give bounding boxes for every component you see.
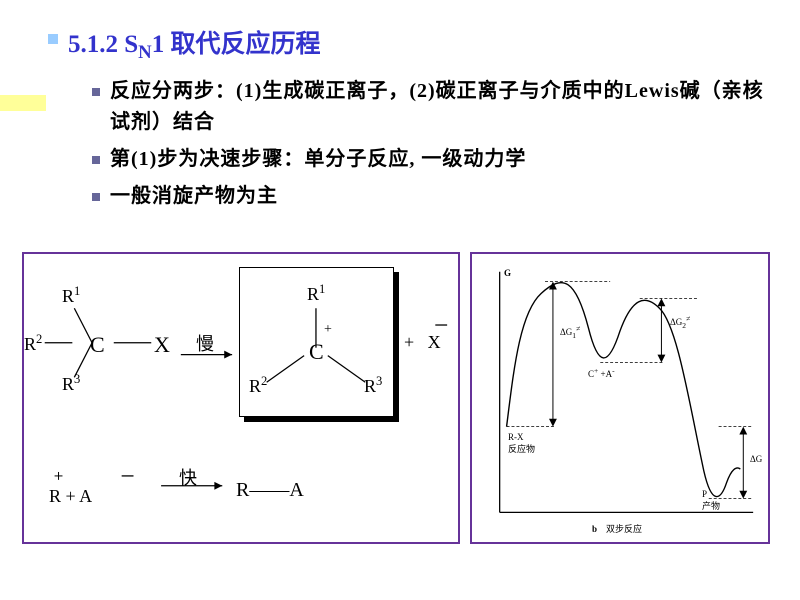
reactant-label: R-X反应物 <box>508 432 535 455</box>
x-axis-label: b 双步反应 <box>592 522 642 535</box>
bullet-text-3: 一般消旋产物为主 <box>110 181 278 212</box>
label-step2-right: R——A <box>236 479 304 502</box>
label-fast: 快 <box>179 464 197 490</box>
list-item: 反应分两步：(1)生成碳正离子，(2)碳正离子与介质中的Lewis碱（亲核试剂）… <box>92 76 768 138</box>
label-x1: X <box>154 332 170 358</box>
bullet-text-2: 第(1)步为决速步骤：单分子反应, 一级动力学 <box>110 144 526 175</box>
dg-label: ΔG <box>750 454 762 464</box>
slide-content: 5.1.2 SN1 取代反应历程 反应分两步：(1)生成碳正离子，(2)碳正离子… <box>0 0 800 234</box>
label-step2-left: R + A <box>49 486 92 507</box>
label-r3b: R3 <box>364 374 382 397</box>
title-prefix: 5.1.2 S <box>68 31 138 58</box>
label-plus-c: + <box>324 322 332 338</box>
bullet-text-1: 反应分两步：(1)生成碳正离子，(2)碳正离子与介质中的Lewis碱（亲核试剂）… <box>110 76 768 138</box>
label-c1: C <box>90 332 105 358</box>
bullet-icon <box>92 156 100 164</box>
bullet-icon <box>92 193 100 201</box>
slide-title: 5.1.2 SN1 取代反应历程 <box>68 24 320 64</box>
label-r1: R1 <box>62 284 80 307</box>
energy-panel: G R-X反应物 C+ +A- ΔG1≠ ΔG2≠ ΔG P产物 b 双步反应 <box>470 252 770 544</box>
product-label: P产物 <box>702 489 720 512</box>
y-axis-label: G <box>504 268 511 278</box>
label-slow: 慢 <box>196 330 214 356</box>
label-plus-x: + X <box>404 332 441 353</box>
title-sub: N <box>138 42 152 63</box>
bullet-icon <box>92 88 100 96</box>
yellow-accent <box>0 95 46 111</box>
reaction-panel: R1 R2 R3 C X 慢 R1 R2 R3 C + + X R + A 快 … <box>22 252 460 544</box>
energy-svg <box>472 254 768 542</box>
label-r1b: R1 <box>307 282 325 305</box>
bullet-icon <box>48 34 58 44</box>
dg1-label: ΔG1≠ <box>560 324 580 340</box>
energy-curve <box>507 283 741 497</box>
intermediate-label: C+ +A- <box>588 366 615 379</box>
title-suffix: 1 取代反应历程 <box>152 31 321 58</box>
list-item: 一般消旋产物为主 <box>92 181 768 212</box>
bullet-list: 反应分两步：(1)生成碳正离子，(2)碳正离子与介质中的Lewis碱（亲核试剂）… <box>92 76 768 212</box>
label-c2: C <box>309 339 324 365</box>
label-r2b: R2 <box>249 374 267 397</box>
label-r3: R3 <box>62 372 80 395</box>
label-r2: R2 <box>24 332 42 355</box>
dg2-label: ΔG2≠ <box>670 314 690 330</box>
list-item: 第(1)步为决速步骤：单分子反应, 一级动力学 <box>92 144 768 175</box>
title-row: 5.1.2 SN1 取代反应历程 <box>48 24 768 64</box>
figures-row: R1 R2 R3 C X 慢 R1 R2 R3 C + + X R + A 快 … <box>22 252 770 544</box>
